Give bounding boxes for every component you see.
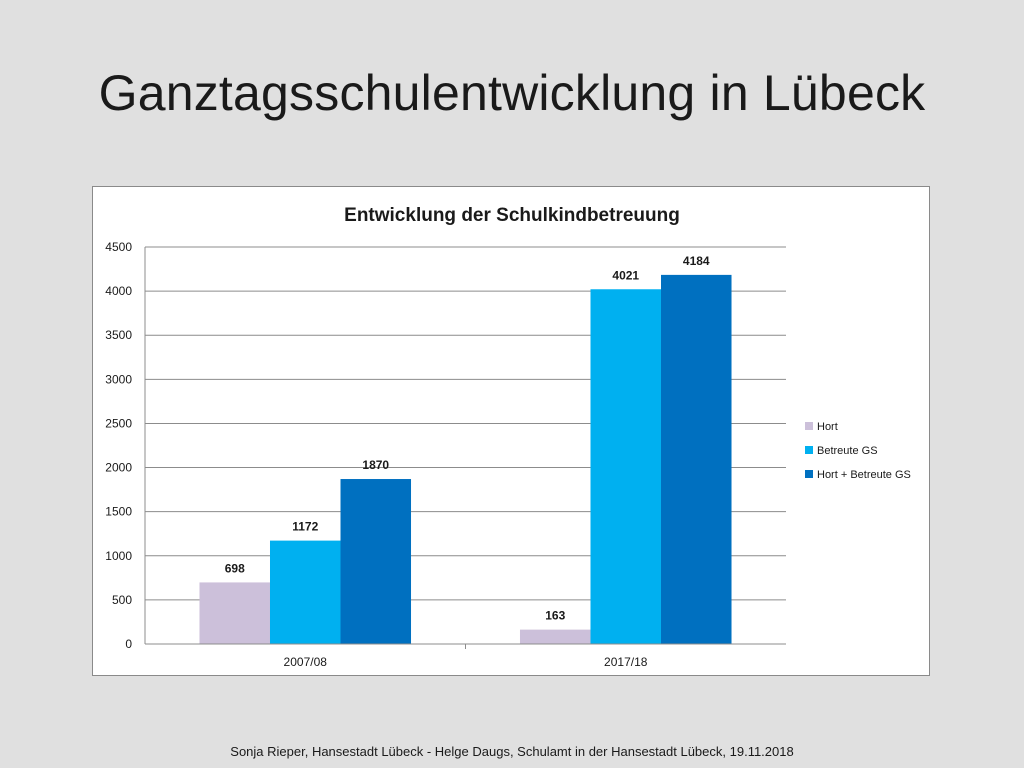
data-label: 4021 xyxy=(612,268,639,282)
y-tick-label: 4500 xyxy=(105,240,132,254)
y-tick-label: 1500 xyxy=(105,505,132,519)
data-label: 698 xyxy=(225,561,245,575)
x-tick-label: 2007/08 xyxy=(284,655,328,669)
y-tick-label: 2500 xyxy=(105,416,132,430)
bar-chart: Entwicklung der Schulkindbetreuung 698 11… xyxy=(105,205,911,669)
bar xyxy=(199,582,270,644)
legend-label: Betreute GS xyxy=(817,445,878,457)
legend-swatch xyxy=(805,446,813,454)
data-label: 4184 xyxy=(683,254,710,268)
legend-swatch xyxy=(805,470,813,478)
chart-container: Entwicklung der Schulkindbetreuung 698 11… xyxy=(92,186,930,676)
bar xyxy=(340,479,412,644)
y-tick-label: 0 xyxy=(125,637,132,651)
y-tick-label: 2000 xyxy=(105,461,132,475)
slide-title: Ganztagsschulentwicklung in Lübeck xyxy=(98,65,926,121)
bar xyxy=(519,629,591,644)
legend-label: Hort + Betreute GS xyxy=(817,469,911,481)
slide-footer: Sonja Rieper, Hansestadt Lübeck - Helge … xyxy=(230,744,794,759)
data-label: 1172 xyxy=(292,520,318,534)
y-tick-label: 1000 xyxy=(105,549,132,563)
legend-swatch xyxy=(805,422,813,430)
y-tick-label: 4000 xyxy=(105,284,132,298)
legend-label: Hort xyxy=(817,421,838,433)
y-tick-label: 3000 xyxy=(105,372,132,386)
data-label: 1870 xyxy=(362,458,389,472)
y-tick-label: 3500 xyxy=(105,328,132,342)
data-label: 163 xyxy=(545,609,565,623)
bar xyxy=(269,540,341,644)
bar xyxy=(661,274,732,644)
y-tick-label: 500 xyxy=(112,593,132,607)
chart-title: Entwicklung der Schulkindbetreuung xyxy=(344,205,680,226)
bar xyxy=(590,289,662,644)
x-tick-label: 2017/18 xyxy=(604,655,648,669)
